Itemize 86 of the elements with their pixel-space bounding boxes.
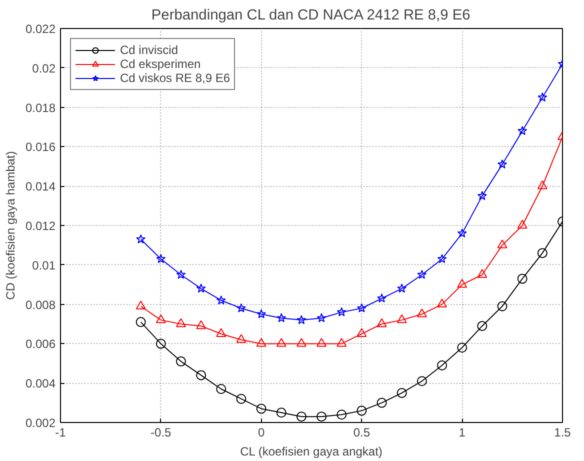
point [518, 126, 528, 136]
x-tick-label: -0.5 [150, 426, 172, 440]
point [196, 370, 206, 380]
point [437, 254, 447, 264]
point [256, 338, 266, 347]
point [517, 274, 528, 284]
point [236, 394, 246, 404]
point [396, 388, 407, 398]
point [216, 328, 226, 337]
point [176, 270, 186, 279]
y-tick-label: 0.006 [25, 337, 56, 352]
x-tick-label: 0.5 [353, 426, 370, 440]
point [377, 293, 387, 303]
point [136, 300, 146, 310]
point [296, 338, 306, 347]
y-axis-title: CD (koefisien gaya hambat) [3, 151, 18, 300]
y-tick-label: 0.01 [32, 258, 56, 272]
point [216, 295, 226, 304]
y-tick-label: 0.002 [25, 416, 56, 430]
chart-title: Perbandingan CL dan CD NACA 2412 RE 8,9 E6 [151, 8, 470, 24]
point [316, 313, 326, 322]
point [416, 376, 427, 386]
y-tick-label: 0.012 [25, 219, 56, 233]
point [477, 320, 488, 331]
x-tick-label: -1 [55, 426, 66, 440]
point [136, 317, 146, 328]
y-tick-label: 0.016 [25, 140, 56, 154]
point [336, 410, 347, 420]
point [437, 298, 448, 308]
point [236, 334, 246, 343]
point [196, 284, 206, 293]
y-tick-label: 0.014 [25, 180, 56, 194]
point [276, 408, 286, 418]
point [256, 404, 266, 414]
point [356, 406, 367, 416]
point [176, 318, 186, 328]
point [156, 254, 166, 264]
y-tick-label: 0.008 [25, 298, 56, 312]
y-tick-label: 0.02 [32, 61, 56, 76]
point [457, 228, 467, 238]
y-tick-label: 0.018 [25, 100, 56, 115]
point [276, 338, 286, 347]
legend-label: Cd eksperimen [120, 57, 201, 71]
y-tick-label: 0.022 [25, 22, 56, 36]
y-tick-label: 0.004 [25, 376, 56, 391]
point [477, 190, 487, 200]
point [276, 313, 286, 322]
point [517, 220, 528, 229]
point [397, 284, 407, 293]
point [537, 180, 548, 190]
point [497, 240, 508, 248]
x-tick-label: 1 [458, 426, 466, 440]
point [376, 398, 387, 408]
point [316, 412, 327, 422]
point [416, 308, 427, 318]
point [396, 314, 407, 324]
point [216, 384, 226, 394]
point [336, 338, 347, 347]
point [437, 360, 448, 370]
point [457, 278, 468, 288]
point [176, 356, 186, 366]
point [537, 248, 548, 258]
legend-label: Cd inviscid [120, 43, 178, 57]
x-tick-label: 0 [258, 426, 265, 440]
point [356, 328, 367, 337]
point [296, 412, 306, 422]
x-axis-title: CL (koefisien gaya angkat) [240, 444, 382, 458]
point [497, 159, 508, 169]
point [296, 315, 306, 324]
point [336, 307, 346, 316]
point [538, 92, 548, 102]
point [417, 270, 427, 279]
x-tick-label: 1.5 [554, 426, 572, 440]
point [497, 301, 508, 312]
point [316, 338, 327, 347]
point [477, 269, 488, 278]
point [457, 342, 468, 353]
point [356, 303, 366, 312]
point [156, 338, 166, 349]
point [236, 303, 246, 312]
point [376, 318, 387, 328]
point [196, 320, 206, 330]
point [156, 314, 166, 324]
point [256, 309, 266, 318]
point [136, 234, 146, 244]
legend-label: Cd viskos RE 8,9 E6 [120, 71, 230, 85]
